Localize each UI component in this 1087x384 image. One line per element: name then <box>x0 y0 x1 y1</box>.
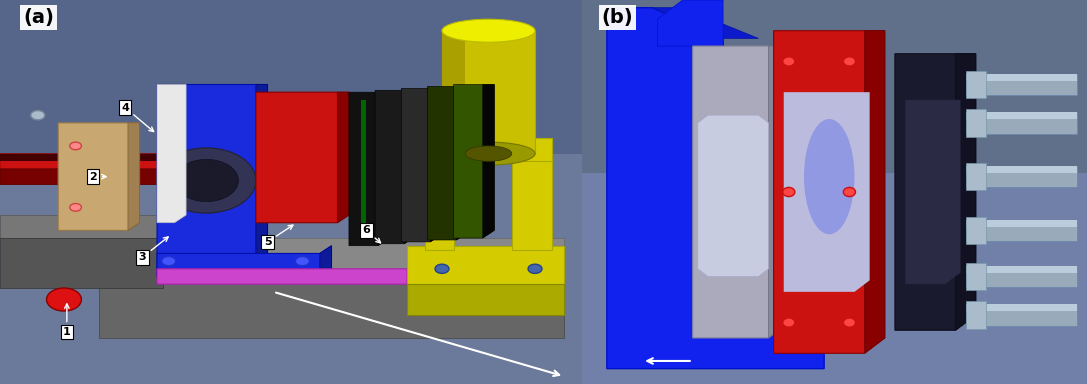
Circle shape <box>844 57 855 66</box>
Polygon shape <box>965 304 1077 311</box>
Ellipse shape <box>465 146 512 161</box>
Polygon shape <box>698 115 769 276</box>
Polygon shape <box>375 90 416 244</box>
Ellipse shape <box>442 142 535 165</box>
Polygon shape <box>965 263 986 290</box>
Polygon shape <box>955 54 976 330</box>
Circle shape <box>435 264 449 273</box>
Polygon shape <box>0 154 221 184</box>
Polygon shape <box>99 276 564 338</box>
Polygon shape <box>255 84 267 276</box>
Polygon shape <box>965 166 1077 173</box>
Circle shape <box>157 148 255 213</box>
Text: 2: 2 <box>89 172 107 182</box>
Polygon shape <box>349 92 389 246</box>
Polygon shape <box>965 266 1077 273</box>
Polygon shape <box>407 284 564 315</box>
Polygon shape <box>430 88 442 242</box>
Polygon shape <box>965 112 1077 119</box>
Circle shape <box>47 288 82 311</box>
Text: 5: 5 <box>264 225 293 247</box>
Circle shape <box>296 257 310 266</box>
Bar <box>0 0 582 154</box>
Text: 4: 4 <box>121 103 153 132</box>
Polygon shape <box>404 90 416 244</box>
Polygon shape <box>965 217 986 244</box>
Polygon shape <box>59 123 139 230</box>
Polygon shape <box>652 8 759 38</box>
Polygon shape <box>407 246 564 284</box>
Polygon shape <box>378 92 389 246</box>
Polygon shape <box>512 146 552 250</box>
Polygon shape <box>905 100 961 284</box>
Polygon shape <box>864 31 885 353</box>
Polygon shape <box>607 8 824 369</box>
Polygon shape <box>965 112 1077 134</box>
Text: 6: 6 <box>362 225 380 243</box>
Polygon shape <box>0 169 221 184</box>
Polygon shape <box>965 163 986 190</box>
Text: 1: 1 <box>63 304 71 337</box>
Text: (a): (a) <box>23 8 54 27</box>
Polygon shape <box>425 146 453 250</box>
Circle shape <box>783 57 795 66</box>
Polygon shape <box>157 261 418 284</box>
Polygon shape <box>99 238 564 276</box>
Polygon shape <box>965 109 986 137</box>
Polygon shape <box>0 238 163 288</box>
Polygon shape <box>361 100 366 230</box>
Polygon shape <box>965 74 1077 95</box>
Polygon shape <box>157 246 332 276</box>
Polygon shape <box>407 261 418 284</box>
Polygon shape <box>255 92 349 223</box>
Polygon shape <box>784 92 870 292</box>
Circle shape <box>783 318 795 327</box>
Ellipse shape <box>442 19 535 42</box>
Circle shape <box>70 204 82 211</box>
Circle shape <box>528 264 542 273</box>
Polygon shape <box>157 84 186 223</box>
Text: 3: 3 <box>139 237 168 262</box>
Polygon shape <box>0 154 221 161</box>
Polygon shape <box>769 46 784 338</box>
Polygon shape <box>0 154 221 169</box>
Polygon shape <box>337 92 349 223</box>
Ellipse shape <box>804 119 854 234</box>
Polygon shape <box>128 123 139 230</box>
Polygon shape <box>453 84 495 238</box>
Circle shape <box>174 159 238 202</box>
Polygon shape <box>457 86 468 240</box>
Circle shape <box>844 187 855 197</box>
Polygon shape <box>692 46 784 338</box>
Polygon shape <box>965 74 1077 81</box>
Polygon shape <box>483 84 495 238</box>
Polygon shape <box>965 166 1077 187</box>
Polygon shape <box>965 220 1077 227</box>
Polygon shape <box>401 88 442 242</box>
Polygon shape <box>965 266 1077 287</box>
Polygon shape <box>442 31 465 154</box>
Polygon shape <box>0 215 163 238</box>
Polygon shape <box>895 54 976 330</box>
Polygon shape <box>425 138 552 161</box>
Polygon shape <box>658 0 723 46</box>
Polygon shape <box>965 301 986 329</box>
Polygon shape <box>774 31 885 353</box>
Polygon shape <box>320 246 332 276</box>
Text: (b): (b) <box>602 8 634 27</box>
Bar <box>582 0 1087 173</box>
Circle shape <box>162 257 176 266</box>
Circle shape <box>30 111 45 120</box>
Polygon shape <box>442 31 535 154</box>
Polygon shape <box>965 71 986 98</box>
Circle shape <box>844 318 855 327</box>
Circle shape <box>70 142 82 150</box>
Circle shape <box>783 187 795 197</box>
Polygon shape <box>157 84 267 276</box>
Polygon shape <box>427 86 468 240</box>
Polygon shape <box>965 304 1077 326</box>
Polygon shape <box>965 220 1077 241</box>
